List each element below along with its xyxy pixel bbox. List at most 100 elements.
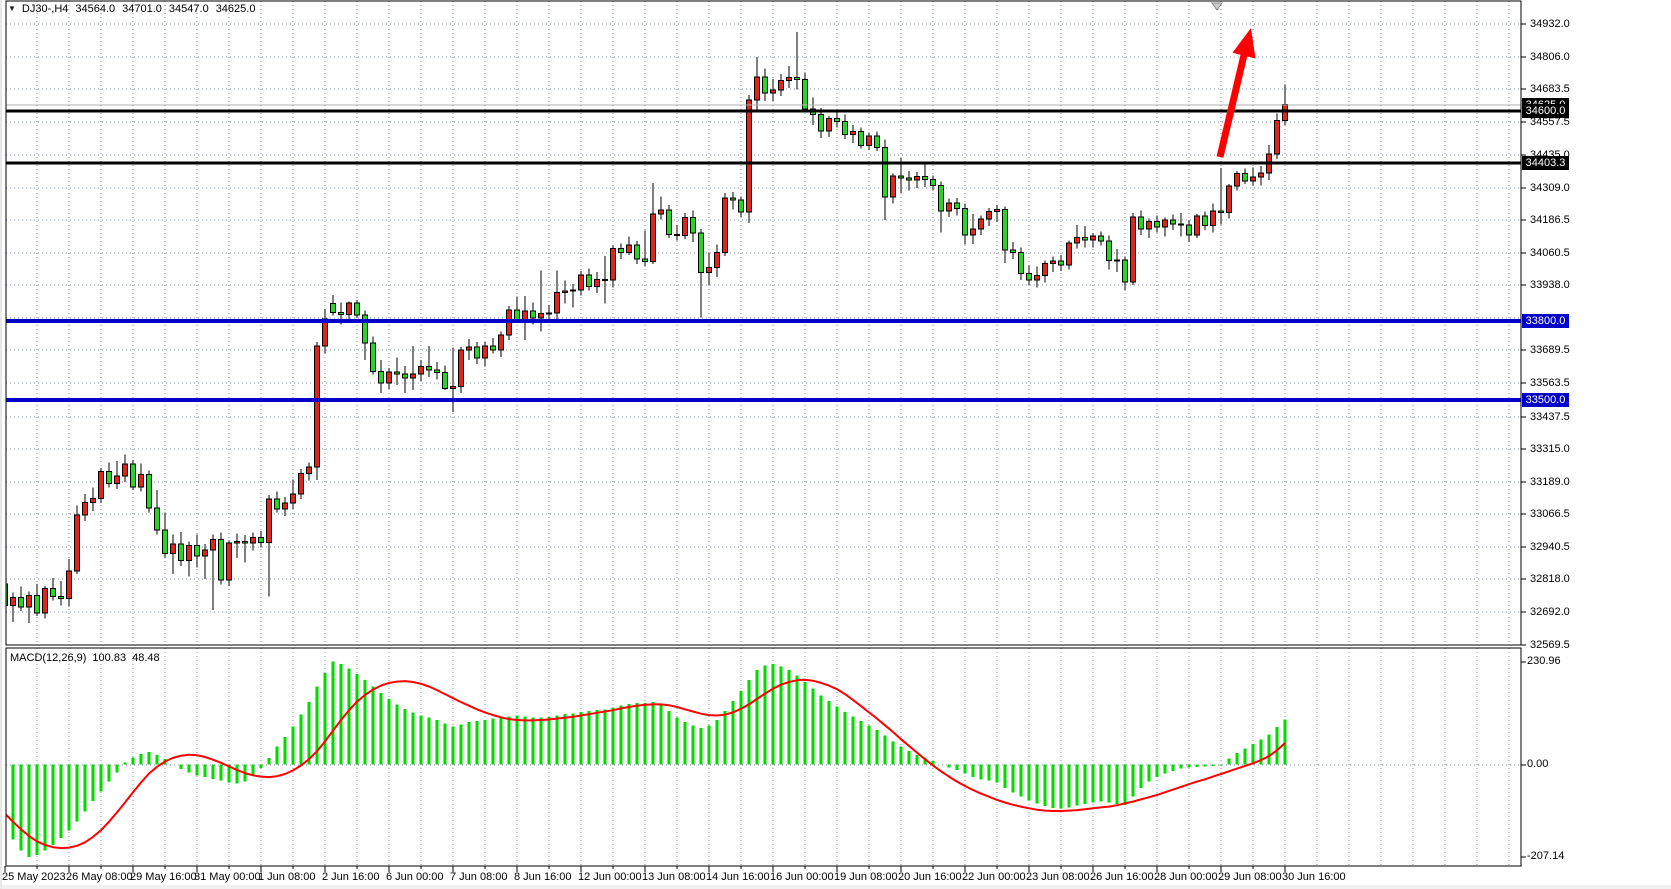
- chart-header: ▼ DJ30-,H4 34564.0 34701.0 34547.0 34625.0: [8, 3, 255, 15]
- macd-histogram-bar: [1075, 764, 1079, 806]
- candle-bearish: [50, 588, 56, 598]
- candle-bullish: [418, 365, 424, 375]
- macd-histogram-bar: [475, 720, 479, 765]
- time-axis-label: 20 Jun 16:00: [898, 871, 962, 883]
- macd-histogram-bar: [299, 714, 303, 765]
- macd-histogram-bar: [523, 716, 527, 765]
- candle-bearish: [954, 202, 960, 209]
- candle-bullish: [1282, 104, 1288, 122]
- macd-histogram-bar: [331, 661, 335, 765]
- macd-histogram-bar: [1123, 764, 1127, 805]
- candle-bearish: [1058, 260, 1064, 266]
- macd-histogram-bar: [19, 764, 23, 851]
- macd-histogram-bar: [67, 764, 71, 831]
- macd-histogram-bar: [1035, 764, 1039, 804]
- candle-bullish: [10, 597, 16, 607]
- candle-bearish: [666, 209, 672, 235]
- time-axis-label: 25 May 2023: [2, 871, 66, 883]
- candle-bearish: [618, 247, 624, 254]
- chart-shift-marker-icon[interactable]: [1211, 2, 1223, 11]
- candle-bearish: [874, 135, 880, 148]
- candle-bullish: [226, 542, 232, 581]
- macd-histogram-bar: [355, 674, 359, 765]
- trend-arrow-head[interactable]: [1232, 28, 1256, 59]
- macd-histogram-bar: [35, 764, 39, 855]
- macd-histogram-bar: [563, 714, 567, 765]
- macd-histogram-bar: [219, 764, 223, 781]
- macd-histogram-bar: [83, 764, 87, 812]
- price-axis-label: 34186.5: [1530, 213, 1570, 226]
- candle-bearish: [194, 545, 200, 557]
- candle-bullish: [706, 266, 712, 274]
- candle-bullish: [1050, 260, 1056, 264]
- time-axis-label: 12 Jun 00:00: [578, 871, 642, 883]
- macd-histogram-bar: [203, 764, 207, 778]
- macd-histogram-bar: [315, 686, 319, 765]
- candle-bearish: [162, 529, 168, 555]
- candle-bullish: [658, 209, 664, 215]
- candle-bullish: [290, 493, 296, 504]
- candle-bearish: [434, 369, 440, 374]
- macd-histogram-bar: [387, 698, 391, 765]
- candle-bearish: [1202, 215, 1208, 226]
- macd-histogram-bar: [1251, 744, 1255, 765]
- macd-histogram-bar: [1283, 719, 1287, 765]
- candle-bullish: [234, 540, 240, 544]
- candle-bullish: [1258, 172, 1264, 178]
- macd-histogram-bar: [683, 722, 687, 765]
- candle-bearish: [1138, 216, 1144, 230]
- macd-histogram-bar: [1019, 764, 1023, 797]
- candle-bullish: [1250, 176, 1256, 182]
- candle-bearish: [338, 311, 344, 315]
- time-axis-label: 23 Jun 08:00: [1026, 871, 1090, 883]
- candle-bullish: [98, 471, 104, 499]
- candle-bullish: [66, 570, 72, 599]
- candle-bullish: [1194, 215, 1200, 236]
- macd-histogram-bar: [955, 764, 959, 770]
- macd-histogram-bar: [795, 675, 799, 765]
- candle-bearish: [18, 597, 24, 608]
- macd-histogram-bar: [1003, 764, 1007, 788]
- candle-bullish: [946, 202, 952, 212]
- macd-histogram-bar: [1107, 764, 1111, 803]
- price-axis-label: 33689.5: [1530, 344, 1570, 357]
- macd-histogram-bar: [1219, 764, 1223, 766]
- candle-bearish: [146, 474, 152, 509]
- macd-histogram-bar: [1171, 764, 1175, 771]
- candle-bullish: [1146, 221, 1152, 230]
- candle-bullish: [1234, 172, 1240, 187]
- macd-histogram-bar: [1131, 764, 1135, 797]
- price-axis-label: 32569.5: [1530, 638, 1570, 651]
- macd-histogram-bar: [1091, 764, 1095, 803]
- candle-bullish: [1066, 242, 1072, 266]
- macd-histogram-bar: [1275, 727, 1279, 765]
- macd-histogram-bar: [27, 764, 31, 858]
- macd-indicator-label: MACD(12,26,9) 100.83 48.48: [10, 652, 160, 664]
- macd-histogram-bar: [515, 715, 519, 765]
- hline-objects-layer[interactable]: [6, 104, 1521, 402]
- candle-bearish: [330, 302, 336, 313]
- candle-bearish: [178, 543, 184, 561]
- macd-histogram-bar: [267, 757, 271, 765]
- macd-histogram-bar: [891, 741, 895, 765]
- candle-bullish: [786, 77, 792, 82]
- candle-bullish: [826, 117, 832, 132]
- candle-bullish: [170, 543, 176, 555]
- macd-histogram-bar: [1187, 764, 1191, 768]
- candle-bearish: [426, 365, 432, 371]
- macd-histogram-bar: [571, 713, 575, 765]
- macd-histogram-bar: [427, 717, 431, 765]
- time-axis-label: 29 Jun 08:00: [1218, 871, 1282, 883]
- candle-bearish: [106, 471, 112, 485]
- price-axis-label: 33938.0: [1530, 279, 1570, 292]
- trend-arrow-shaft[interactable]: [1216, 54, 1248, 158]
- chart-menu-icon[interactable]: ▼: [8, 4, 16, 13]
- candle-bullish: [562, 290, 568, 293]
- annotations-layer[interactable]: [1216, 28, 1256, 158]
- macd-histogram-bar: [1235, 752, 1239, 765]
- macd-histogram-bar: [1083, 764, 1087, 804]
- macd-histogram-bar: [771, 664, 775, 765]
- candle-bullish: [890, 175, 896, 198]
- macd-histogram-bar: [107, 764, 111, 782]
